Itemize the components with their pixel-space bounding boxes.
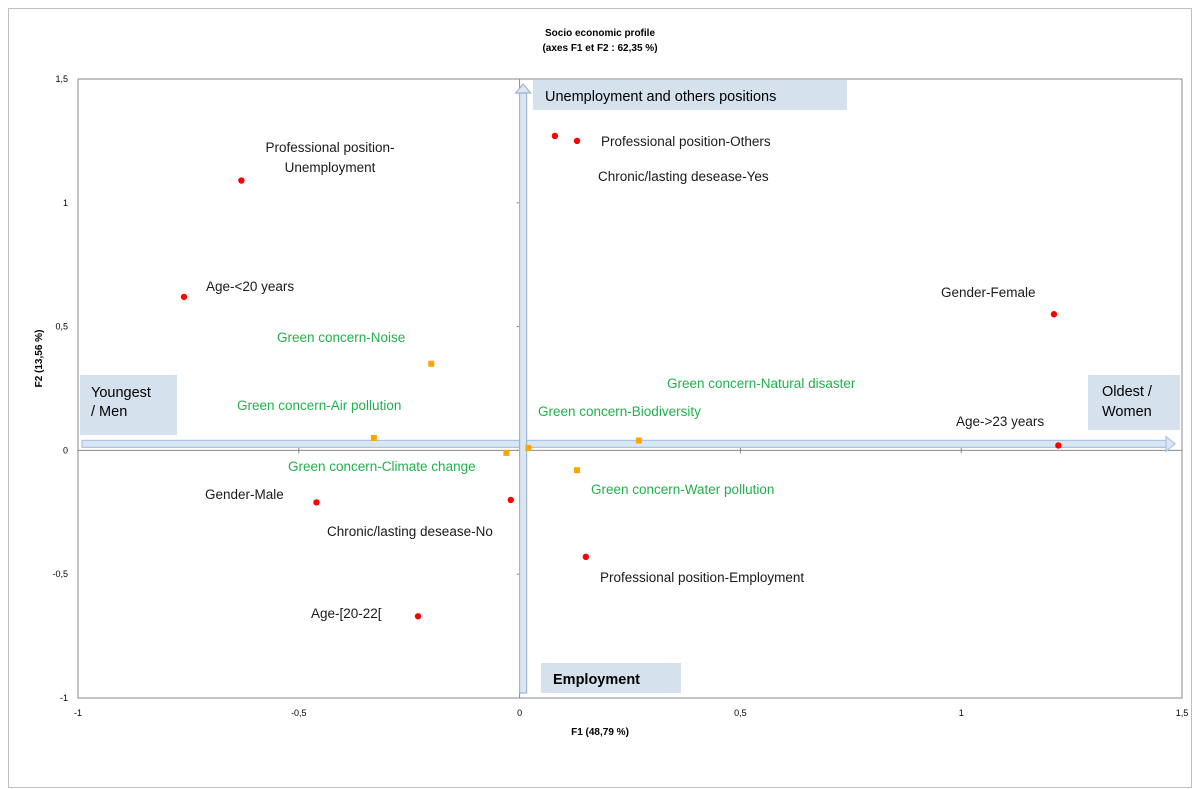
green-concern-point	[574, 467, 581, 474]
profile-point	[238, 177, 245, 184]
profile-point	[180, 293, 188, 301]
profile-label: Gender-Male	[205, 487, 284, 502]
profile-label: Professional position-Unemployment	[265, 140, 394, 175]
horizontal-arrow-head	[1165, 435, 1176, 453]
chart-frame	[8, 8, 1192, 788]
profile-point	[573, 137, 581, 145]
annotation-box-top	[533, 80, 847, 110]
y-tick-label: 1	[63, 198, 68, 208]
x-axis-label: F1 (48,79 %)	[571, 727, 629, 738]
profile-label: Chronic/lasting desease-No	[327, 524, 493, 539]
profile-point	[1055, 442, 1062, 449]
green-concern-point	[428, 360, 435, 367]
profile-label: Age->23 years	[956, 414, 1044, 429]
y-tick-label: -1	[60, 693, 68, 703]
profile-point	[313, 499, 320, 506]
x-tick-label: 1	[959, 708, 964, 718]
vertical-arrow-head	[514, 83, 532, 94]
annotation-youngest-men: Youngest / Men	[91, 385, 151, 420]
green-concern-label: Green concern-Air pollution	[237, 398, 401, 413]
annotation-employment: Employment	[553, 672, 640, 688]
horizontal-arrow-shaft	[81, 439, 1167, 448]
profile-point	[507, 496, 514, 504]
profile-point	[551, 132, 559, 140]
profile-point	[1050, 311, 1058, 318]
y-tick-label: 1,5	[55, 74, 68, 84]
green-concern-point	[370, 435, 377, 442]
x-tick-label: -1	[74, 708, 82, 718]
plot-area	[77, 78, 1183, 699]
green-concern-point	[635, 437, 642, 444]
y-tick-label: 0	[63, 445, 68, 455]
x-tick-label: 1,5	[1176, 708, 1189, 718]
chart-title: Socio economic profile	[544, 28, 656, 39]
annotation-box-left	[80, 375, 177, 435]
profile-label: Chronic/lasting desease-Yes	[598, 169, 769, 184]
green-concern-label: Green concern-Noise	[277, 330, 405, 345]
green-concern-point	[525, 444, 532, 451]
green-concern-label: Green concern-Climate change	[288, 459, 476, 474]
annotation-unemployment: Unemployment and others positions	[545, 89, 776, 105]
profile-label: Age-[20-22[	[311, 606, 382, 621]
green-concern-point	[503, 449, 510, 456]
chart-subtitle: (axes F1 et F2 : 62,35 %)	[542, 43, 658, 54]
green-concern-label: Green concern-Water pollution	[591, 482, 774, 497]
vertical-arrow-shaft	[518, 92, 528, 694]
profile-label: Gender-Female	[941, 285, 1036, 300]
annotation-box-right	[1088, 375, 1180, 430]
profile-label: Professional position-Others	[601, 134, 771, 149]
profile-point	[582, 553, 590, 561]
profile-point	[414, 613, 422, 620]
profile-label: Professional position-Employment	[600, 570, 804, 585]
x-tick-label: 0,5	[734, 708, 747, 718]
annotation-box-bottom	[541, 663, 681, 693]
profile-label: Age-<20 years	[206, 279, 294, 294]
green-concern-label: Green concern-Natural disaster	[667, 376, 856, 391]
annotation-oldest-women: Oldest / Women	[1102, 384, 1153, 420]
y-tick-label: 0,5	[55, 322, 68, 332]
green-concern-label: Green concern-Biodiversity	[538, 404, 701, 419]
x-tick-label: -0,5	[291, 708, 307, 718]
y-axis-label: F2 (13,56 %)	[34, 330, 45, 388]
y-tick-label: -0,5	[52, 569, 68, 579]
x-tick-label: 0	[517, 708, 522, 718]
